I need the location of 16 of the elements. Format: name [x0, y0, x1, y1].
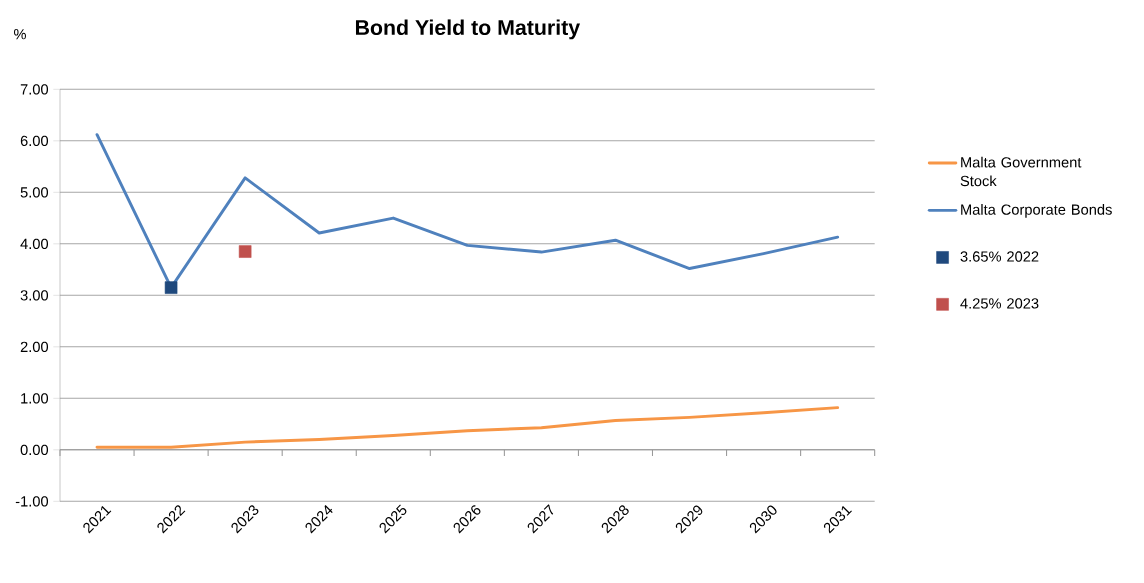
legend-label: Malta Government Stock [960, 156, 1082, 187]
legend-label: 3.65% 2022 [960, 251, 1039, 262]
line-series [95, 406, 840, 449]
y-tick-label: -1.00 [15, 496, 49, 507]
legend-label: Malta Corporate Bonds [961, 204, 1112, 218]
y-axis-title: % [14, 29, 26, 40]
y-tick-label: 0.00 [20, 444, 49, 456]
chart-title: Bond Yield to Maturity [355, 19, 581, 40]
y-tick-label: 7.00 [20, 84, 49, 95]
y-tick-label: 6.00 [20, 135, 49, 147]
y-tick-label: 3.00 [20, 290, 49, 301]
y-tick-label: 1.00 [21, 393, 49, 404]
y-tick-label: 4.00 [20, 238, 49, 250]
y-tick-label: 5.00 [20, 187, 49, 198]
legend-label: 4.25% 2023 [960, 298, 1039, 309]
y-tick-label: 2.00 [20, 341, 49, 353]
